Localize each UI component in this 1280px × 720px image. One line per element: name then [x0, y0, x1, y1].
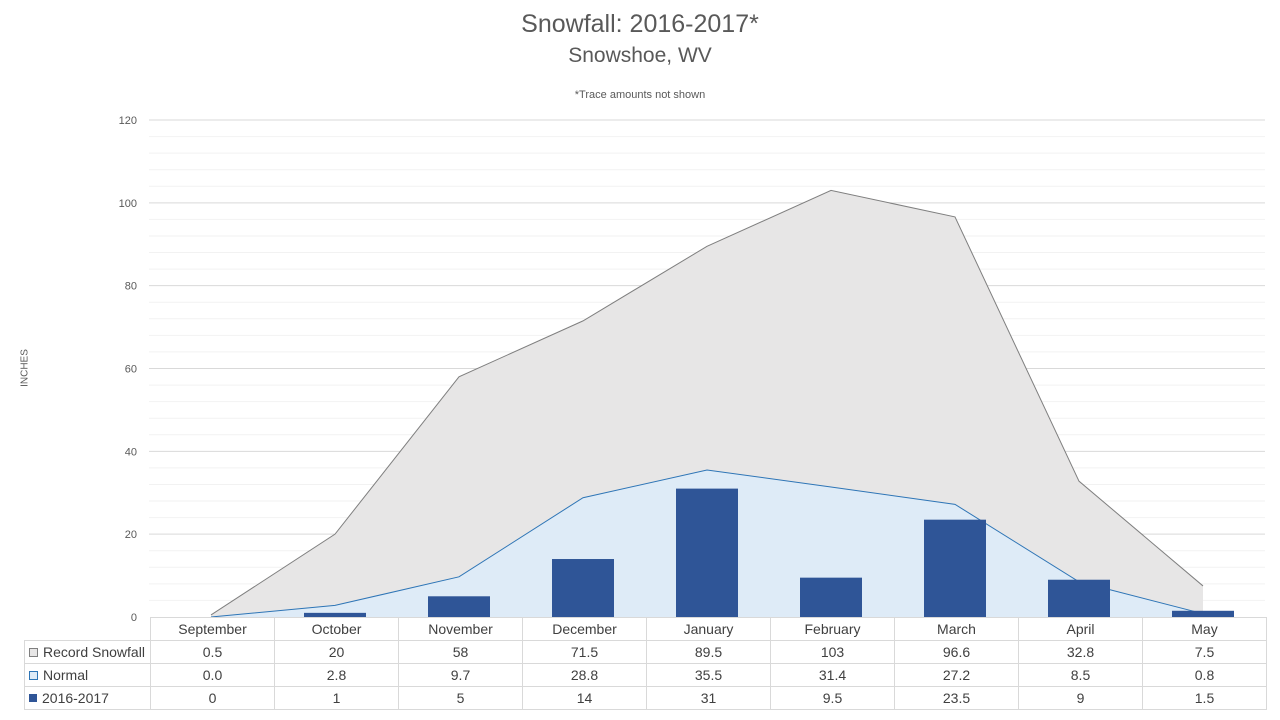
y-axis-ticks: 0 20 40 60 80 100 120 [119, 115, 137, 624]
y-tick-label: 80 [125, 281, 137, 293]
y-tick-label: 0 [131, 612, 137, 624]
data-label: 14 [522, 686, 647, 710]
data-label: 7.5 [1142, 640, 1267, 664]
area-line-normal [210, 469, 1204, 618]
bar-april [1048, 579, 1110, 617]
y-tick-label: 40 [125, 446, 137, 458]
x-tick-label: November [398, 617, 523, 641]
y-tick-label: 20 [125, 529, 137, 541]
legend-label: Record Snowfall [43, 644, 145, 660]
data-label: 71.5 [522, 640, 647, 664]
legend-label: Normal [43, 667, 89, 683]
chart-title: Snowfall: 2016-2017* [521, 10, 759, 38]
data-label: 96.6 [894, 640, 1019, 664]
data-label: 20 [274, 640, 399, 664]
data-label: 27.2 [894, 663, 1019, 687]
data-label: 0.0 [150, 663, 275, 687]
data-label: 0.5 [150, 640, 275, 664]
y-tick-label: 60 [125, 364, 137, 376]
table-row: Normal 0.0 2.8 9.7 28.8 35.5 31.4 27.2 8.5 0.8 [24, 663, 1267, 687]
legend-entry: Record Snowfall [24, 640, 151, 664]
data-label: 9.5 [770, 686, 895, 710]
data-label: 5 [398, 686, 523, 710]
legend-label: 2016-2017 [42, 690, 109, 706]
x-tick-label: December [522, 617, 647, 641]
bar-february [800, 577, 862, 617]
x-tick-label: May [1142, 617, 1267, 641]
x-tick-label: February [770, 617, 895, 641]
table-corner [25, 618, 151, 641]
table-row: 2016-2017 0 1 5 14 31 9.5 23.5 9 1.5 [24, 686, 1267, 710]
bar-series [304, 488, 1234, 617]
legend-entry: Normal [24, 663, 151, 687]
chart-note: *Trace amounts not shown [574, 89, 706, 101]
bar-november [428, 596, 490, 617]
legend-swatch [29, 647, 38, 657]
data-label: 8.5 [1018, 663, 1143, 687]
bar-march [924, 519, 986, 617]
data-label: 2.8 [274, 663, 399, 687]
data-label: 0.8 [1142, 663, 1267, 687]
x-tick-label: September [150, 617, 275, 641]
x-tick-label: January [646, 617, 771, 641]
data-label: 9.7 [398, 663, 523, 687]
y-tick-label: 120 [119, 115, 137, 127]
data-label: 1 [274, 686, 399, 710]
bar-december [552, 559, 614, 617]
area-line-record-snowfall [210, 189, 1204, 616]
table-row: Record Snowfall 0.5 20 58 71.5 89.5 103 96.6 32.… [24, 640, 1267, 664]
bar-january [676, 488, 738, 617]
chart-subtitle: Snowshoe, WV [568, 44, 712, 67]
data-label: 103 [770, 640, 895, 664]
data-label: 31.4 [770, 663, 895, 687]
legend-swatch [29, 670, 38, 680]
bar-october [304, 612, 366, 617]
data-label: 35.5 [646, 663, 771, 687]
data-label: 31 [646, 686, 771, 710]
x-tick-label: April [1018, 617, 1143, 641]
legend-swatch [29, 694, 37, 703]
data-label: 1.5 [1142, 686, 1267, 710]
data-label: 28.8 [522, 663, 647, 687]
legend-entry: 2016-2017 [24, 686, 151, 710]
data-label: 58 [398, 640, 523, 664]
bar-may [1172, 610, 1234, 617]
data-label: 23.5 [894, 686, 1019, 710]
table-header-row: September October November December January F… [25, 617, 1267, 641]
y-tick-label: 100 [119, 198, 137, 210]
x-tick-label: March [894, 617, 1019, 641]
x-tick-label: October [274, 617, 399, 641]
data-label: 9 [1018, 686, 1143, 710]
data-table: September October November December January F… [24, 617, 1267, 710]
data-label: 0 [150, 686, 275, 710]
data-label: 89.5 [646, 640, 771, 664]
data-label: 32.8 [1018, 640, 1143, 664]
